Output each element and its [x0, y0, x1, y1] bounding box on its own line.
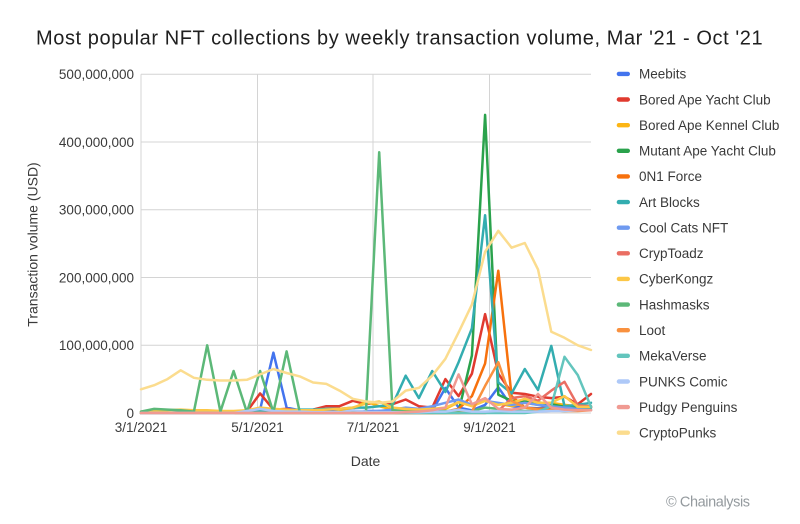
svg-text:Loot: Loot: [639, 323, 666, 338]
svg-text:Bored Ape Yacht Club: Bored Ape Yacht Club: [639, 92, 771, 107]
svg-text:5/1/2021: 5/1/2021: [231, 420, 284, 435]
svg-text:Mutant Ape Yacht Club: Mutant Ape Yacht Club: [639, 144, 776, 159]
svg-text:CrypToadz: CrypToadz: [639, 246, 704, 261]
svg-text:7/1/2021: 7/1/2021: [347, 420, 400, 435]
svg-text:Most popular NFT collections b: Most popular NFT collections by weekly t…: [36, 28, 763, 50]
svg-text:9/1/2021: 9/1/2021: [463, 420, 516, 435]
svg-text:300,000,000: 300,000,000: [59, 203, 134, 218]
svg-text:CryptoPunks: CryptoPunks: [639, 426, 717, 441]
svg-text:Cool Cats NFT: Cool Cats NFT: [639, 221, 728, 236]
svg-text:200,000,000: 200,000,000: [59, 270, 134, 285]
svg-text:© Chainalysis: © Chainalysis: [666, 494, 750, 510]
svg-text:500,000,000: 500,000,000: [59, 67, 134, 82]
svg-text:100,000,000: 100,000,000: [59, 338, 134, 353]
svg-text:3/1/2021: 3/1/2021: [115, 420, 168, 435]
svg-text:Bored Ape Kennel Club: Bored Ape Kennel Club: [639, 118, 779, 133]
svg-text:Hashmasks: Hashmasks: [639, 297, 710, 312]
svg-text:PUNKS Comic: PUNKS Comic: [639, 374, 728, 389]
svg-text:MekaVerse: MekaVerse: [639, 349, 707, 364]
svg-text:Pudgy Penguins: Pudgy Penguins: [639, 400, 738, 415]
svg-text:Date: Date: [351, 453, 381, 469]
svg-text:Transaction volume (USD): Transaction volume (USD): [25, 162, 41, 326]
svg-text:Art Blocks: Art Blocks: [639, 195, 700, 210]
svg-text:0: 0: [126, 406, 134, 421]
svg-text:0N1 Force: 0N1 Force: [639, 169, 702, 184]
svg-text:400,000,000: 400,000,000: [59, 135, 134, 150]
svg-text:Meebits: Meebits: [639, 67, 687, 82]
svg-text:CyberKongz: CyberKongz: [639, 272, 714, 287]
